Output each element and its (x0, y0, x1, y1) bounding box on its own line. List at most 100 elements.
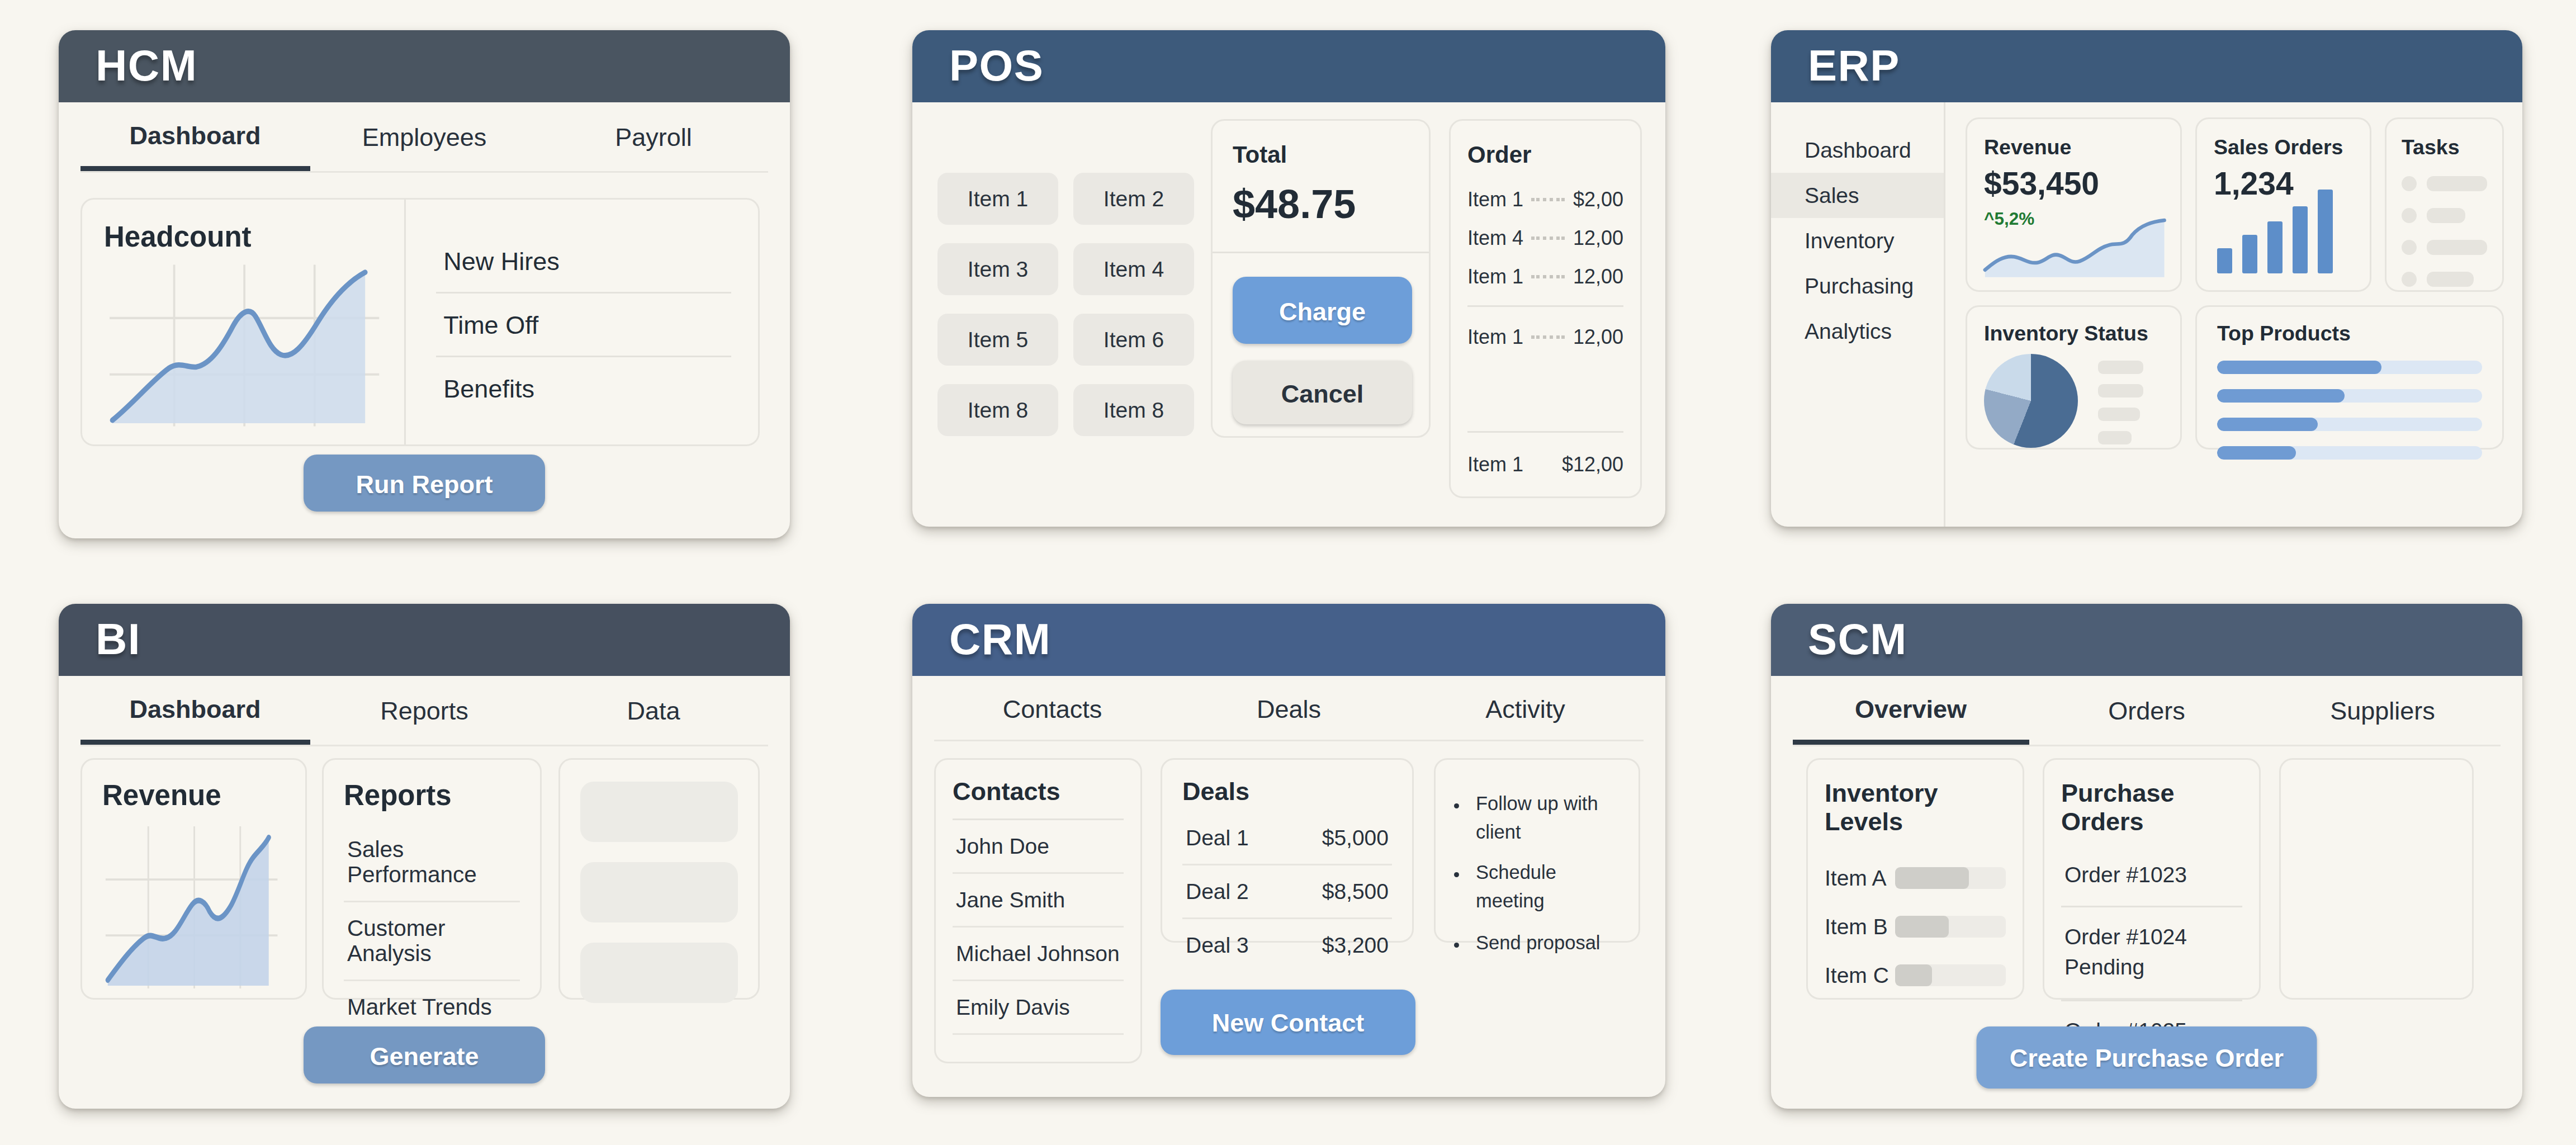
run-report-button[interactable]: Run Report (304, 455, 545, 512)
bi-tab-data[interactable]: Data (539, 676, 768, 745)
pos-item-button-2[interactable]: Item 2 (1073, 173, 1194, 225)
deal-row[interactable]: Deal 3$3,200 (1182, 919, 1392, 971)
bi-revenue-area-chart (102, 824, 288, 991)
pos-item-button-4[interactable]: Item 4 (1073, 243, 1194, 295)
purchase-orders-title: Purchase Orders (2061, 778, 2242, 835)
order-row-price: 12,00 (1573, 325, 1623, 349)
hcm-menu-benefits[interactable]: Benefits (437, 357, 731, 419)
erp-revenue-card: Revenue $53,450 ^5,2% (1966, 117, 2182, 292)
task-dot (2402, 240, 2417, 255)
contact-row[interactable]: Emily Davis (953, 981, 1124, 1035)
total-label: Total (1233, 141, 1409, 168)
hcm-tab-employees[interactable]: Employees (310, 102, 539, 171)
crm-tab-deals[interactable]: Deals (1171, 676, 1407, 740)
order-row-name: Item 1 (1467, 325, 1523, 349)
task-bar (2427, 272, 2473, 287)
bi-tab-dashboard[interactable]: Dashboard (80, 676, 310, 745)
bi-revenue-panel: Revenue (80, 758, 307, 1000)
data-placeholder-block (580, 943, 738, 1003)
order-row-price: 12,00 (1573, 226, 1623, 250)
pos-item-button-5[interactable]: Item 5 (937, 314, 1058, 366)
total-divider (1213, 252, 1429, 253)
revenue-sparkline-chart (1981, 213, 2170, 280)
cancel-button[interactable]: Cancel (1233, 361, 1412, 424)
inventory-status-body (1984, 354, 2163, 448)
order-row-name: Item 1 (1467, 188, 1523, 211)
order-row-price: $2,00 (1573, 188, 1623, 211)
crm-tab-contacts[interactable]: Contacts (934, 676, 1171, 740)
hcm-menu-new-hires[interactable]: New Hires (437, 230, 731, 294)
pos-item-button-8[interactable]: Item 8 (1073, 384, 1194, 436)
order-divider (1467, 305, 1623, 307)
scm-tab-overview[interactable]: Overview (1793, 676, 2029, 745)
inventory-level-bar (1895, 867, 2006, 889)
tasks-label: Tasks (2402, 136, 2487, 159)
bi-titlebar: BI (59, 604, 790, 676)
erp-sidebar-sales[interactable]: Sales (1771, 173, 1944, 218)
hcm-headcount-section: Headcount (82, 200, 406, 444)
headcount-title: Headcount (104, 221, 385, 255)
hcm-menu-time-off[interactable]: Time Off (437, 294, 731, 357)
purchase-order-row[interactable]: Order #1024 Pending (2061, 908, 2242, 999)
task-bar (2427, 176, 2487, 191)
scm-tab-orders[interactable]: Orders (2029, 676, 2265, 745)
hcm-dashboard-panel: Headcount New Hires Time Off Benefits (80, 198, 760, 446)
scm-tab-suppliers[interactable]: Suppliers (2265, 676, 2501, 745)
hcm-tab-payroll[interactable]: Payroll (539, 102, 768, 171)
deal-row[interactable]: Deal 1$5,000 (1182, 812, 1392, 865)
charge-button[interactable]: Charge (1233, 277, 1412, 344)
task-dot (2402, 272, 2417, 287)
report-item-customer-analysis[interactable]: Customer Analysis (344, 902, 520, 981)
top-product-bar (2217, 418, 2482, 431)
task-bar (2427, 208, 2466, 223)
deal-row[interactable]: Deal 2$8,500 (1182, 865, 1392, 919)
erp-sidebar-purchasing[interactable]: Purchasing (1771, 263, 1944, 309)
purchase-order-row[interactable]: Order #1023 (2061, 845, 2242, 906)
deal-amount: $8,500 (1322, 879, 1389, 904)
create-purchase-order-button[interactable]: Create Purchase Order (1977, 1026, 2317, 1089)
hcm-window: HCM Dashboard Employees Payroll Headcoun… (59, 30, 790, 538)
report-item-sales-performance[interactable]: Sales Performance (344, 824, 520, 902)
new-contact-button[interactable]: New Contact (1161, 990, 1415, 1055)
erp-sidebar-analytics[interactable]: Analytics (1771, 309, 1944, 354)
contact-row[interactable]: Michael Johnson (953, 928, 1124, 981)
legend-bar (2098, 384, 2143, 398)
activity-list: Follow up with client Schedule meeting S… (1476, 790, 1622, 957)
order-row: Item 412,00 (1467, 226, 1623, 250)
inventory-level-bar (1895, 916, 2006, 938)
inventory-levels-title: Inventory Levels (1825, 778, 2006, 835)
pos-item-button-7[interactable]: Item 8 (937, 384, 1058, 436)
order-row-price: 12,00 (1573, 265, 1623, 288)
headcount-area-chart (104, 262, 385, 429)
activity-item: Follow up with client (1476, 790, 1622, 846)
report-item-market-trends[interactable]: Market Trends (344, 981, 520, 1033)
erp-sidebar-inventory[interactable]: Inventory (1771, 218, 1944, 263)
contact-row[interactable]: Jane Smith (953, 874, 1124, 928)
bi-reports-panel: Reports Sales Performance Customer Analy… (322, 758, 542, 1000)
order-divider (1467, 431, 1623, 433)
crm-tab-activity[interactable]: Activity (1407, 676, 1644, 740)
pos-item-button-3[interactable]: Item 3 (937, 243, 1058, 295)
crm-activity-panel: Follow up with client Schedule meeting S… (1434, 758, 1640, 943)
bi-title: BI (96, 614, 141, 666)
purchase-order-label: Order #1023 (2064, 862, 2187, 887)
bar (2242, 235, 2257, 273)
crm-window: CRM Contacts Deals Activity Contacts Joh… (912, 604, 1665, 1097)
pos-item-button-6[interactable]: Item 6 (1073, 314, 1194, 366)
hcm-tab-dashboard[interactable]: Dashboard (80, 102, 310, 171)
revenue-label: Revenue (1984, 136, 2163, 159)
bi-tab-reports[interactable]: Reports (310, 676, 539, 745)
task-row (2402, 272, 2487, 287)
generate-button[interactable]: Generate (304, 1026, 545, 1084)
pos-item-button-1[interactable]: Item 1 (937, 173, 1058, 225)
erp-sidebar-dashboard[interactable]: Dashboard (1771, 127, 1944, 173)
erp-top-products-card: Top Products (2195, 305, 2504, 450)
inventory-item-name: Item B (1825, 914, 1895, 939)
bar (2318, 190, 2333, 273)
inventory-pie-legend (2098, 361, 2143, 448)
contact-row[interactable]: John Doe (953, 820, 1124, 874)
inventory-pie-chart (1984, 354, 2078, 448)
leader-dots (1532, 335, 1565, 339)
activity-item: Schedule meeting (1476, 859, 1622, 915)
pos-order-panel: Order Item 1$2,00 Item 412,00 Item 112,0… (1449, 119, 1642, 498)
